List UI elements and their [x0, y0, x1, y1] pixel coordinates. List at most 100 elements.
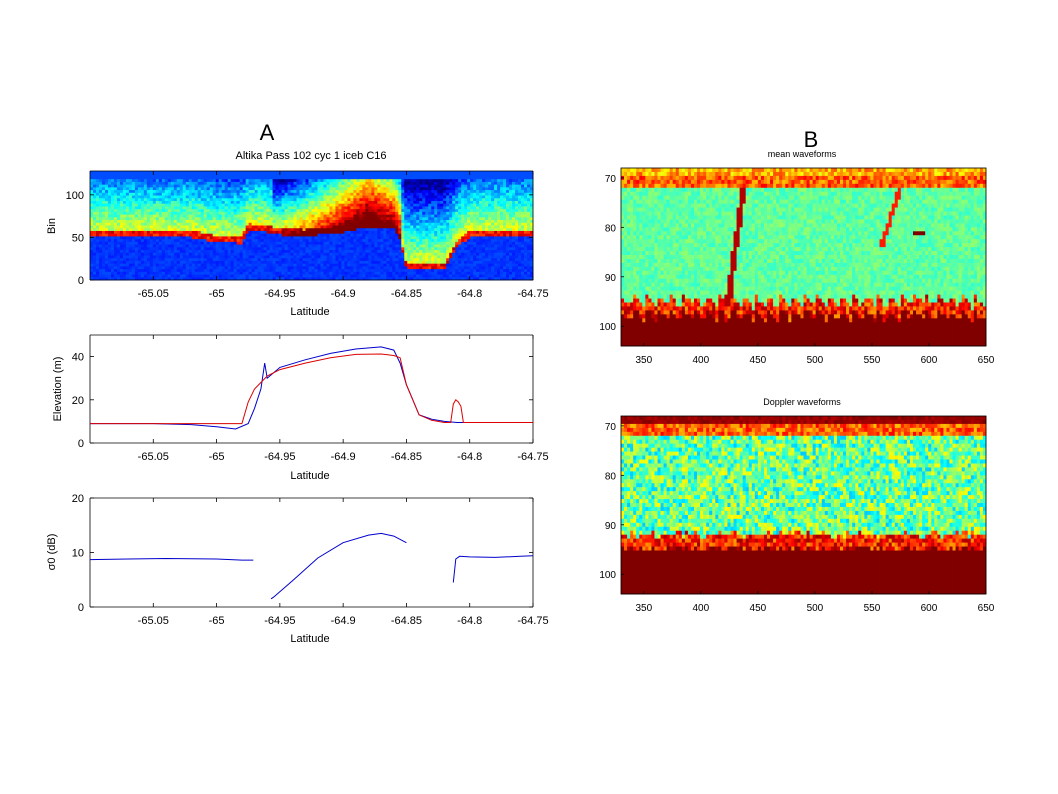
heatmap-cell: [398, 258, 402, 262]
heatmap-cell: [236, 252, 241, 256]
heatmap-cell: [356, 214, 360, 218]
heatmap-cell: [206, 255, 211, 259]
heatmap-cell: [458, 173, 462, 177]
heatmap-cell: [350, 184, 354, 188]
heatmap-cell: [134, 171, 139, 175]
heatmap-cell: [101, 206, 106, 210]
heatmap-cell: [407, 250, 411, 254]
heatmap-cell: [182, 214, 187, 218]
heatmap-cell: [392, 171, 396, 175]
heatmap-cell: [146, 260, 151, 265]
heatmap-cell: [221, 200, 226, 205]
heatmap-cell: [290, 206, 294, 210]
heatmap-cell: [257, 247, 262, 251]
heatmap-cell: [455, 233, 459, 237]
heatmap-cell: [350, 252, 354, 256]
heatmap-cell: [455, 247, 459, 251]
heatmap-cell: [110, 209, 115, 213]
heatmap-cell: [245, 184, 250, 188]
heatmap-cell: [122, 187, 127, 191]
heatmap-cell: [332, 230, 336, 235]
heatmap-cell: [443, 214, 447, 218]
heatmap-cell: [128, 228, 133, 232]
heatmap-cell: [317, 225, 321, 229]
heatmap-cell: [101, 195, 106, 199]
heatmap-cell: [128, 239, 133, 243]
heatmap-cell: [422, 171, 426, 175]
heatmap-cell: [137, 230, 142, 235]
heatmap-cell: [446, 277, 450, 281]
heatmap-cell: [149, 225, 154, 229]
heatmap-cell: [368, 230, 372, 235]
heatmap-cell: [90, 263, 94, 267]
heatmap-cell: [308, 181, 312, 186]
heatmap-cell: [116, 187, 121, 191]
heatmap-cell: [146, 274, 151, 278]
heatmap-cell: [152, 260, 157, 265]
heatmap-cell: [344, 171, 348, 175]
heatmap-cell: [173, 252, 178, 256]
heatmap-cell: [269, 181, 273, 186]
heatmap-cell: [356, 260, 360, 265]
heatmap-cell: [326, 214, 330, 218]
heatmap-cell: [245, 217, 250, 221]
heatmap-cell: [245, 263, 250, 267]
heatmap-cell: [377, 222, 381, 226]
heatmap-cell: [125, 228, 130, 232]
heatmap-cell: [293, 274, 297, 278]
heatmap-cell: [308, 274, 312, 278]
heatmap-cell: [374, 255, 378, 259]
heatmap-cell: [329, 236, 333, 240]
heatmap-cell: [368, 181, 372, 186]
heatmap-cell: [260, 192, 264, 196]
heatmap-cell: [452, 176, 456, 180]
heatmap-cell: [356, 173, 360, 177]
heatmap-cell: [104, 187, 109, 191]
heatmap-cell: [389, 171, 393, 175]
heatmap-cell: [170, 211, 175, 216]
heatmap-cell: [299, 266, 303, 270]
heatmap-cell: [173, 250, 178, 254]
heatmap-cell: [221, 203, 226, 207]
heatmap-cell: [305, 266, 309, 270]
heatmap-cell: [110, 195, 115, 199]
heatmap-cell: [236, 247, 241, 251]
heatmap-cell: [299, 171, 303, 175]
heatmap-cell: [332, 217, 336, 221]
heatmap-cell: [101, 233, 106, 237]
heatmap-cell: [386, 230, 390, 235]
heatmap-cell: [203, 206, 208, 210]
heatmap-cell: [329, 217, 333, 221]
heatmap-cell: [263, 250, 267, 254]
heatmap-cell: [233, 173, 238, 177]
heatmap-cell: [131, 247, 136, 251]
heatmap-cell: [191, 220, 196, 224]
heatmap-cell: [410, 277, 414, 281]
heatmap-cell: [338, 225, 342, 229]
heatmap-cell: [140, 244, 145, 248]
heatmap-cell: [407, 192, 411, 196]
heatmap-cell: [392, 211, 396, 216]
heatmap-cell: [134, 200, 139, 205]
heatmap-cell: [101, 200, 106, 205]
heatmap-cell: [215, 274, 220, 278]
heatmap-cell: [311, 269, 315, 273]
heatmap-cell: [362, 203, 366, 207]
heatmap-cell: [251, 217, 256, 221]
heatmap-cell: [122, 277, 127, 281]
heatmap-cell: [293, 171, 297, 175]
heatmap-cell: [362, 173, 366, 177]
heatmap-cell: [158, 214, 163, 218]
heatmap-cell: [128, 230, 133, 235]
heatmap-cell: [254, 266, 259, 270]
heatmap-cell: [335, 198, 339, 202]
heatmap-cell: [311, 200, 315, 205]
heatmap-cell: [434, 217, 438, 221]
heatmap-cell: [437, 220, 441, 224]
heatmap-cell: [341, 236, 345, 240]
heatmap-cell: [119, 173, 124, 177]
heatmap-cell: [209, 220, 214, 224]
heatmap-cell: [125, 250, 130, 254]
heatmap-cell: [365, 179, 369, 183]
heatmap-cell: [113, 225, 118, 229]
